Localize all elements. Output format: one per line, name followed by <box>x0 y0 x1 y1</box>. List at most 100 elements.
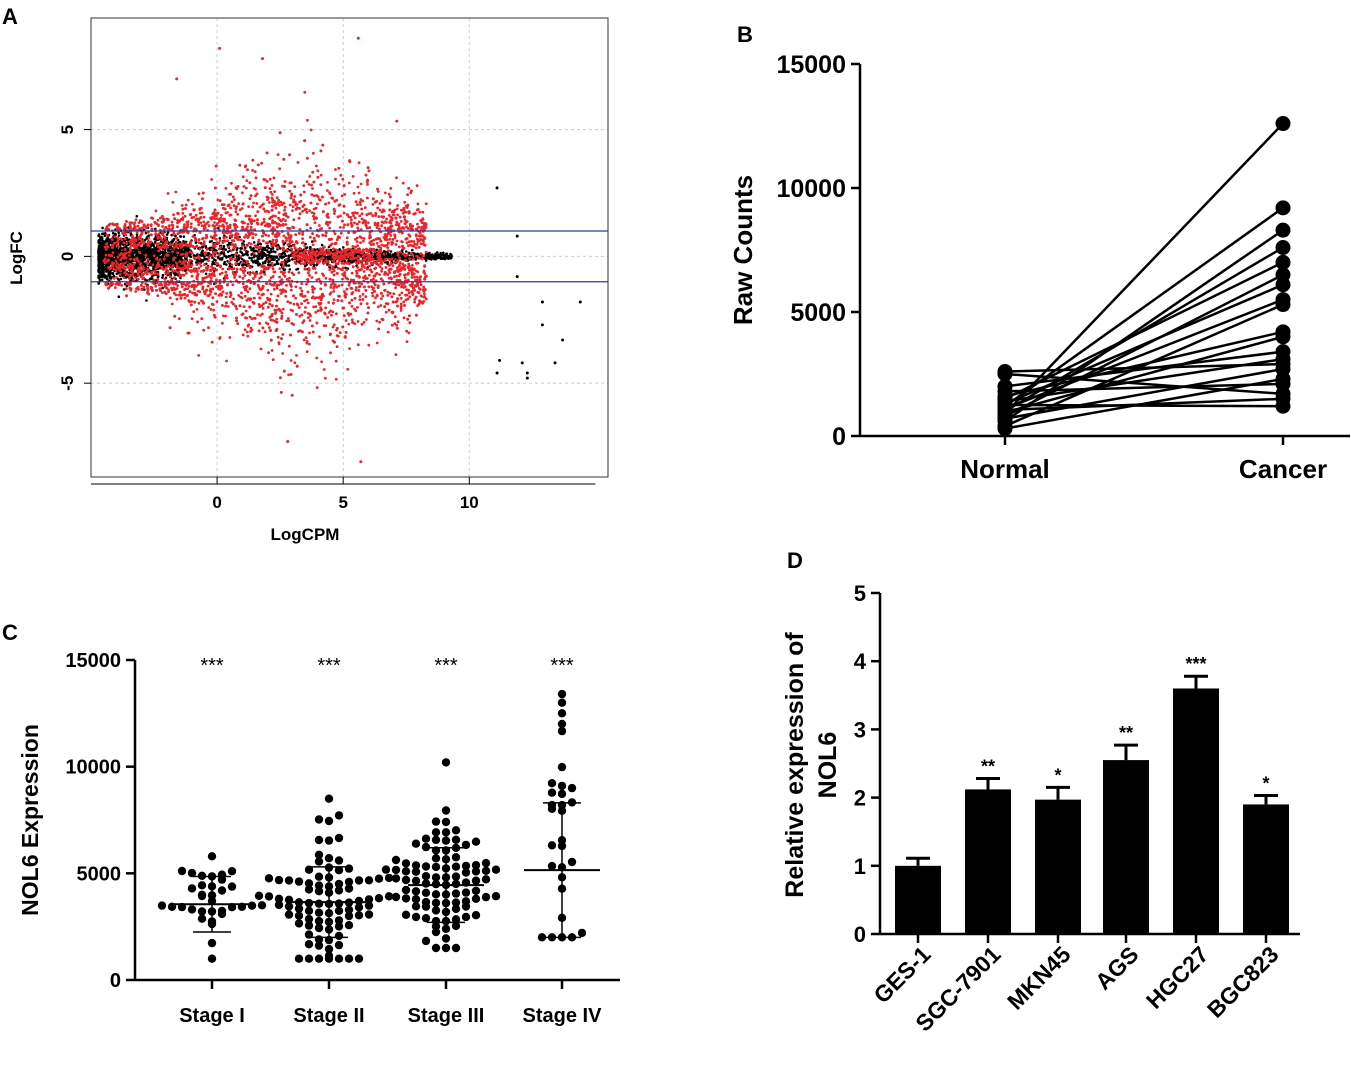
point-de <box>301 237 304 241</box>
point-de <box>252 302 256 305</box>
point-ns <box>180 264 183 267</box>
point-de <box>293 246 297 250</box>
point-ns <box>176 257 180 261</box>
point-ns <box>97 282 100 285</box>
point-ns <box>223 260 226 264</box>
point-de <box>412 212 416 216</box>
point-de <box>411 257 415 261</box>
point-de <box>226 225 230 228</box>
point-de <box>375 341 379 345</box>
point-ns <box>178 240 182 244</box>
point-ns <box>138 258 141 261</box>
point-ns <box>145 237 148 240</box>
point-de <box>410 252 413 255</box>
point-de <box>354 245 357 249</box>
point-de <box>268 326 271 329</box>
point-de <box>368 264 372 268</box>
point-ns <box>155 254 159 257</box>
point-de <box>366 221 370 225</box>
point-de <box>277 253 281 257</box>
point-ns <box>386 260 389 264</box>
point-de <box>405 225 408 229</box>
point-de <box>390 257 394 261</box>
point-de <box>231 283 235 287</box>
point-de <box>399 302 403 306</box>
point-de <box>289 359 293 362</box>
point-ns <box>119 242 123 245</box>
point-de <box>352 252 356 255</box>
point-ns <box>108 245 112 249</box>
point-de <box>240 207 244 210</box>
point-de <box>374 261 378 265</box>
point-de <box>238 163 242 167</box>
point-de <box>172 276 176 280</box>
point-de <box>300 289 304 293</box>
point-de <box>288 203 292 207</box>
point-de <box>266 288 270 292</box>
point-de <box>368 273 371 277</box>
point-ns <box>103 274 107 277</box>
point-de <box>236 322 240 325</box>
point-de <box>292 255 296 259</box>
point-de <box>256 283 260 287</box>
point-de <box>191 235 195 238</box>
point-ns <box>98 270 102 273</box>
point-de <box>350 304 354 308</box>
point-de <box>277 198 281 202</box>
point-ns <box>156 270 160 274</box>
point-ns <box>143 288 146 291</box>
point-de <box>407 233 411 237</box>
point-de <box>170 220 174 224</box>
point-de <box>407 244 410 248</box>
point-de <box>229 231 232 235</box>
point-ns <box>130 252 133 255</box>
point-de <box>342 314 346 317</box>
point-ns <box>170 255 173 259</box>
point-de <box>218 199 222 203</box>
point-ns <box>295 268 298 271</box>
point-de <box>185 220 189 224</box>
point-ns <box>373 255 377 259</box>
point-de <box>326 316 329 319</box>
point-de <box>340 262 344 265</box>
point-de <box>244 233 248 237</box>
point-de <box>222 314 225 318</box>
panel-label-a: A <box>2 4 18 29</box>
point-de <box>167 224 171 228</box>
point-ns <box>276 248 279 251</box>
point-de <box>324 306 328 310</box>
point-de <box>232 204 236 208</box>
point-de <box>308 319 312 322</box>
point-ns <box>370 251 373 255</box>
point-ns <box>450 256 453 260</box>
point-ns <box>237 262 241 266</box>
point-de <box>125 273 129 276</box>
point-ns <box>316 248 319 251</box>
point-de <box>386 294 390 297</box>
point-de <box>216 222 219 225</box>
point-de <box>416 261 420 265</box>
point-de <box>265 222 269 226</box>
point-de <box>331 310 335 314</box>
point-de <box>105 283 108 287</box>
point-ns <box>120 247 123 250</box>
point-de <box>304 306 307 309</box>
point-ns <box>252 261 255 264</box>
point-de <box>298 314 302 318</box>
point-de <box>396 320 400 324</box>
point-de <box>232 267 236 271</box>
point-de <box>238 275 242 279</box>
point-de <box>274 206 278 210</box>
point-de <box>278 275 281 279</box>
point-de <box>252 252 256 255</box>
point-de <box>397 283 401 287</box>
point-de <box>355 286 358 289</box>
point-ns <box>154 227 157 231</box>
point-ns <box>101 266 104 270</box>
point-ns <box>262 252 266 256</box>
point-ns <box>107 263 111 267</box>
point-de <box>132 262 136 266</box>
point-ns <box>126 259 129 262</box>
point-de <box>379 304 383 307</box>
point-de <box>338 226 342 229</box>
